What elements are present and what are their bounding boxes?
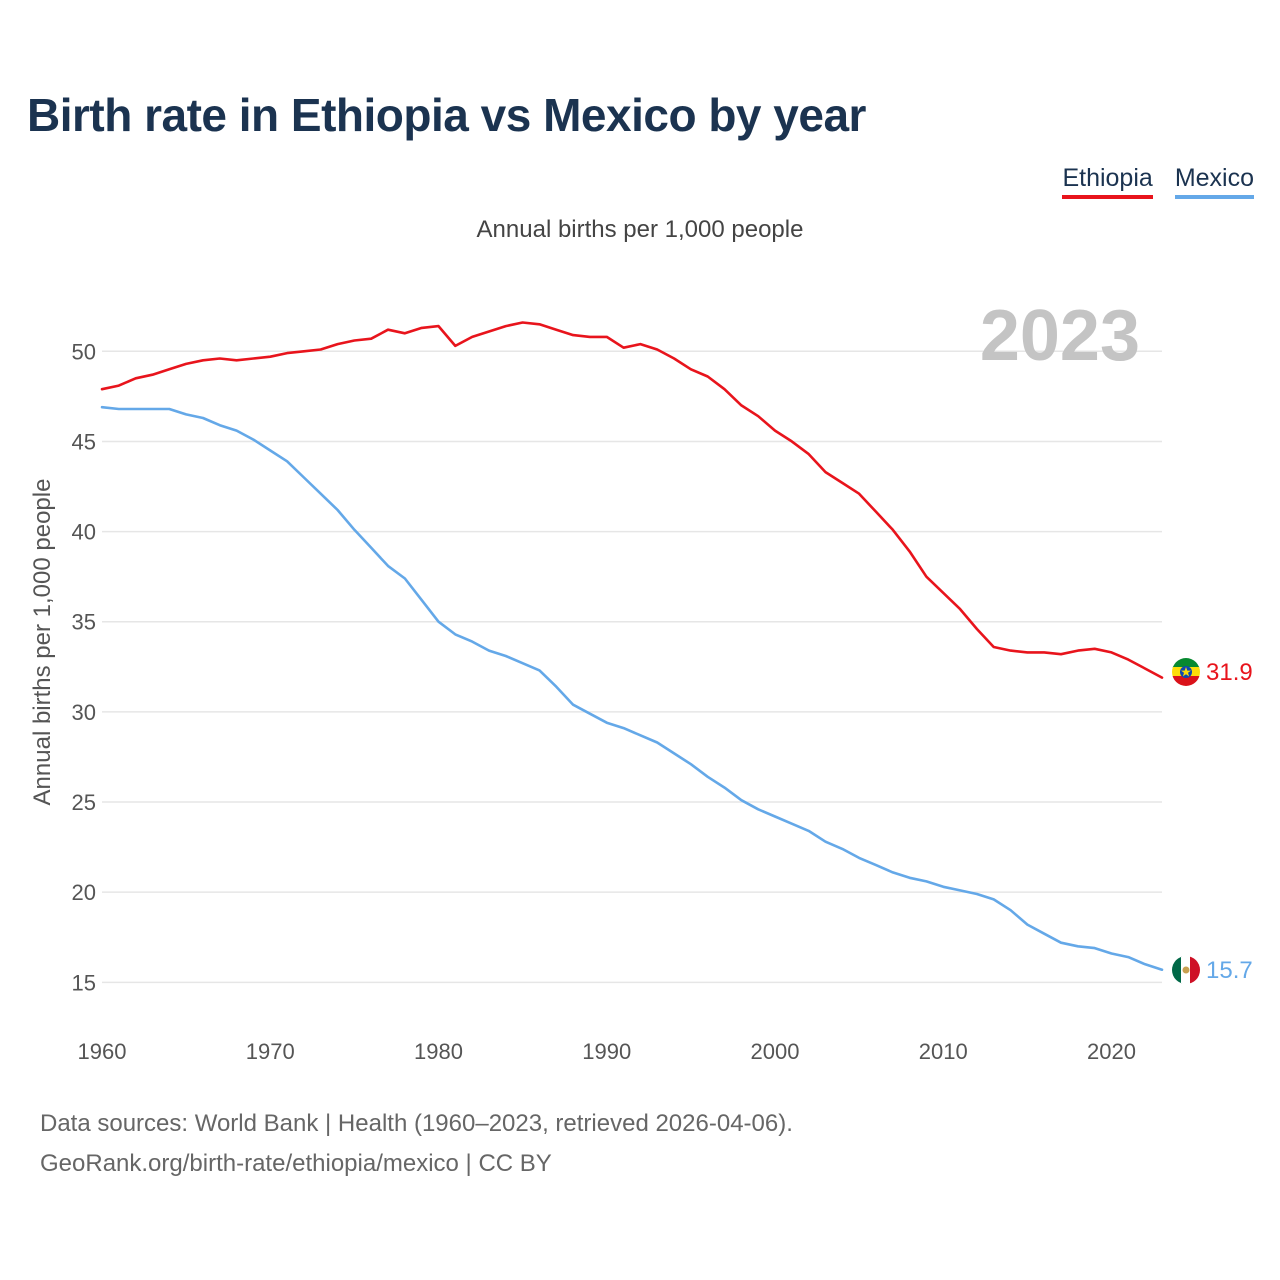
y-tick-label: 45: [72, 429, 96, 454]
x-tick-label: 2000: [751, 1039, 800, 1064]
x-tick-label: 1980: [414, 1039, 463, 1064]
y-tick-label: 30: [72, 700, 96, 725]
x-tick-label: 2010: [919, 1039, 968, 1064]
footer-link[interactable]: GeoRank.org/birth-rate/ethiopia/mexico |…: [40, 1150, 552, 1177]
y-tick-label: 15: [72, 970, 96, 995]
x-tick-label: 1990: [582, 1039, 631, 1064]
series-line-ethiopia: [100, 321, 1164, 679]
y-tick-label: 20: [72, 880, 96, 905]
ethiopia-flag-icon: [1172, 658, 1200, 686]
y-axis-label: Annual births per 1,000 people: [29, 479, 56, 806]
legend: Ethiopia Mexico: [1062, 164, 1254, 199]
year-label: 2023: [980, 296, 1140, 376]
y-tick-label: 40: [72, 520, 96, 545]
y-tick-label: 25: [72, 790, 96, 815]
footer: Data sources: World Bank | Health (1960–…: [40, 1104, 793, 1184]
x-tick-label: 2020: [1087, 1039, 1136, 1064]
legend-item-ethiopia[interactable]: Ethiopia: [1062, 164, 1153, 199]
x-axis-ticks: 1960 1970 1980 1990 2000 2010 2020: [78, 1039, 1136, 1064]
series-lines: [100, 321, 1164, 972]
legend-item-mexico[interactable]: Mexico: [1174, 164, 1254, 199]
grid-lines: [102, 350, 1162, 984]
x-tick-label: 1960: [78, 1039, 127, 1064]
mexico-end-value: 15.7: [1206, 957, 1253, 984]
y-tick-label: 35: [72, 610, 96, 635]
chart-title: Birth rate in Ethiopia vs Mexico by year: [27, 89, 866, 141]
mexico-flag-icon: [1172, 956, 1200, 984]
y-axis-ticks: 15 20 25 30 35 40 45 50: [72, 339, 96, 995]
y-tick-label: 50: [72, 339, 96, 364]
chart-subtitle: Annual births per 1,000 people: [476, 216, 804, 243]
ethiopia-end-value: 31.9: [1206, 659, 1253, 686]
footer-source: Data sources: World Bank | Health (1960–…: [40, 1110, 793, 1137]
series-line-mexico: [100, 405, 1164, 972]
x-tick-label: 1970: [246, 1039, 295, 1064]
